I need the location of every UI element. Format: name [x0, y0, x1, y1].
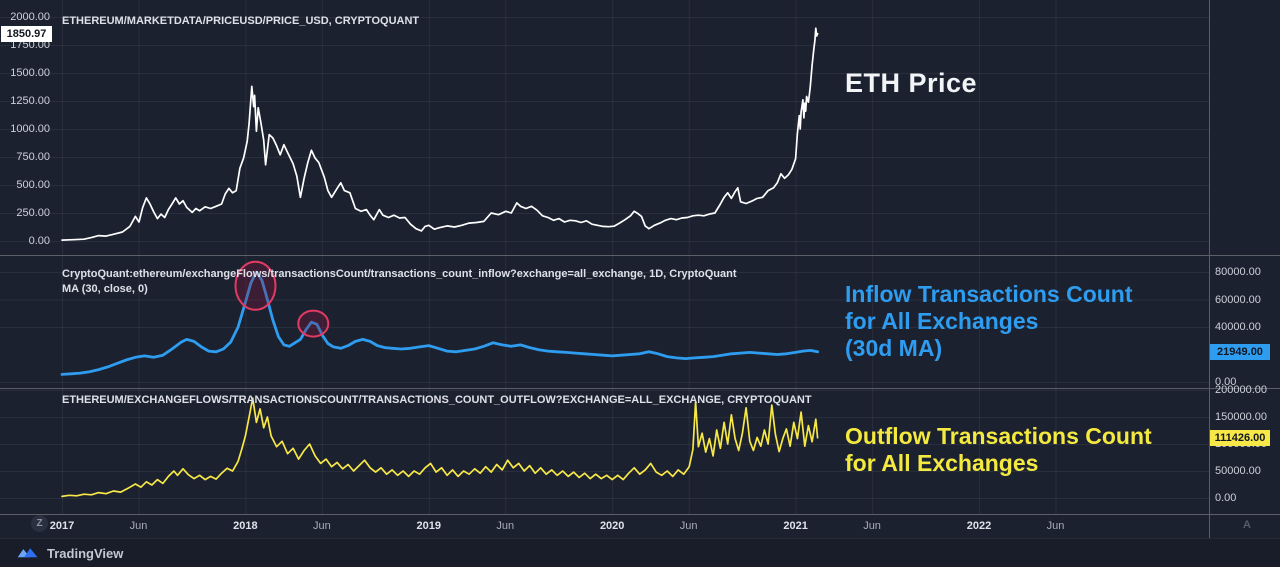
tradingview-logo-icon [17, 548, 38, 558]
y-axis-label: 40000.00 [1215, 321, 1261, 333]
y-axis-label: 0.00 [1215, 376, 1237, 388]
panel-separators [0, 0, 1280, 538]
legend-eth-price[interactable]: ETHEREUM/MARKETDATA/PRICEUSD/PRICE_USD, … [62, 15, 420, 27]
timezone-badge: Z [31, 515, 48, 532]
x-axis-label: 2019 [416, 520, 442, 532]
y-axis-label: 60000.00 [1215, 294, 1261, 306]
eth-price-line [61, 27, 819, 241]
inflow-main-peak-circle[interactable] [234, 260, 277, 311]
x-axis-label: 2022 [966, 520, 992, 532]
footer-bar: TradingView [0, 538, 1280, 567]
y-axis-label: 2000.00 [10, 11, 50, 23]
outflow-line [61, 397, 819, 498]
y-axis-label: 0.00 [28, 235, 50, 247]
chart-canvas[interactable] [0, 0, 1280, 538]
x-axis-label: 2020 [599, 520, 625, 532]
x-axis-label: Jun [679, 520, 698, 532]
inflow-secondary-peak-circle[interactable] [297, 309, 330, 338]
tradingview-brand-text: TradingView [47, 545, 124, 561]
y-axis-label: 50000.00 [1215, 465, 1261, 477]
last-value-tag-outflow: 111426.00 [1210, 430, 1270, 446]
drawing-annotations [234, 260, 330, 338]
text-annotation-inflow: Inflow Transactions Count for All Exchan… [845, 281, 1133, 361]
last-value-tag-inflow: 21949.00 [1210, 344, 1270, 360]
last-price-tag-eth: 1850.97 [1, 26, 52, 42]
x-axis-label: Jun [496, 520, 515, 532]
x-axis-label: 2017 [49, 520, 75, 532]
y-axis-label: 1000.00 [10, 123, 50, 135]
y-axis-label: 1500.00 [10, 67, 50, 79]
tradingview-logo-link[interactable]: TradingView [16, 545, 123, 561]
x-axis-label: 2018 [233, 520, 258, 532]
text-annotation-outflow: Outflow Transactions Count for All Excha… [845, 423, 1152, 476]
y-axis-label: 0.00 [1215, 492, 1237, 504]
y-axis-label: 1250.00 [10, 95, 50, 107]
x-axis-label: Jun [313, 520, 331, 532]
y-axis-label: 250.00 [16, 207, 50, 219]
x-axis-label: Jun [863, 520, 881, 532]
y-axis-label: 150000.00 [1215, 411, 1267, 423]
x-axis-label: Jun [1046, 520, 1065, 532]
series-lines [60, 27, 819, 498]
x-axis-label: 2021 [783, 520, 808, 532]
y-axis-label: 750.00 [16, 151, 50, 163]
y-axis-label: 200000.00 [1215, 384, 1267, 396]
inflow-ma-line [60, 270, 819, 376]
text-annotation-eth-price: ETH Price [845, 68, 978, 98]
auto-scale-badge[interactable]: A [1243, 519, 1251, 531]
legend-inflow[interactable]: CryptoQuant:ethereum/exchangeFlows/trans… [62, 268, 737, 295]
grid-lines [0, 0, 1209, 514]
y-axis-label: 500.00 [16, 179, 50, 191]
x-axis-label: Jun [129, 520, 148, 532]
legend-outflow[interactable]: ETHEREUM/EXCHANGEFLOWS/TRANSACTIONSCOUNT… [62, 394, 812, 406]
y-axis-label: 80000.00 [1215, 266, 1261, 278]
y-axis-label: 1750.00 [10, 39, 50, 51]
